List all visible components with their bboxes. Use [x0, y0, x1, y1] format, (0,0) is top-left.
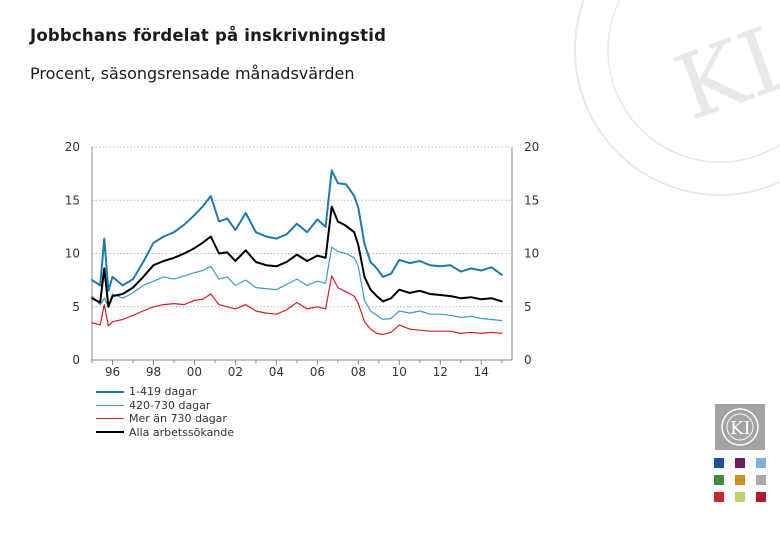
- ki-logo: KI: [715, 404, 765, 450]
- legend-swatch: [96, 390, 124, 393]
- legend-swatch: [96, 431, 124, 434]
- x-tick-label: 98: [146, 365, 161, 379]
- series-line: [91, 205, 503, 308]
- square-navy: [714, 458, 724, 468]
- legend-item: Alla arbetssökande: [96, 426, 234, 440]
- y-tick-label-right: 10: [524, 247, 539, 261]
- y-tick-label-right: 20: [524, 140, 539, 154]
- square-green: [714, 475, 724, 485]
- square-crimson: [756, 492, 766, 502]
- series-line: [91, 246, 503, 322]
- legend-item: Mer än 730 dagar: [96, 412, 234, 426]
- square-red: [714, 492, 724, 502]
- chart-series-layer: [91, 169, 503, 335]
- logo-text: KI: [730, 418, 751, 439]
- y-tick-label-right: 0: [524, 353, 532, 367]
- y-tick-label-right: 5: [524, 300, 532, 314]
- square-lightblue: [756, 458, 766, 468]
- square-purple: [735, 458, 745, 468]
- legend-label: 1-419 dagar: [129, 385, 197, 399]
- series-line: [91, 275, 503, 335]
- y-tick-label-left: 10: [65, 247, 80, 261]
- color-squares: [714, 458, 766, 502]
- legend-label: Mer än 730 dagar: [129, 412, 227, 426]
- x-tick-label: 96: [105, 365, 120, 379]
- square-lime: [735, 492, 745, 502]
- x-tick-label: 10: [392, 365, 407, 379]
- x-tick-label: 14: [474, 365, 489, 379]
- legend-item: 1-419 dagar: [96, 385, 234, 399]
- x-tick-label: 02: [228, 365, 243, 379]
- institute-watermark: KI: [574, 0, 780, 196]
- y-tick-label-left: 15: [65, 193, 80, 207]
- x-tick-label: 12: [433, 365, 448, 379]
- y-tick-label-left: 20: [65, 140, 80, 154]
- series-line: [91, 169, 503, 292]
- legend-label: Alla arbetssökande: [129, 425, 235, 439]
- legend-swatch: [96, 418, 124, 420]
- y-tick-label-left: 0: [72, 353, 80, 367]
- chart-title: Jobbchans fördelat på inskrivningstid: [30, 26, 387, 45]
- square-orange: [735, 475, 745, 485]
- x-tick-label: 00: [187, 365, 202, 379]
- legend-swatch: [96, 404, 124, 406]
- y-tick-label-left: 5: [72, 300, 80, 314]
- chart-subtitle: Procent, säsongsrensade månadsvärden: [30, 64, 355, 83]
- x-tick-label: 08: [351, 365, 366, 379]
- chart-legend: 1-419 dagar 420-730 dagar Mer än 730 dagar…: [96, 385, 234, 439]
- chart-grid: [92, 146, 512, 308]
- legend-label: 420-730 dagar: [129, 398, 211, 412]
- legend-item: 420-730 dagar: [96, 399, 234, 413]
- square-gray: [756, 475, 766, 485]
- x-tick-label: 06: [310, 365, 325, 379]
- y-tick-label-right: 15: [524, 193, 539, 207]
- x-tick-label: 04: [269, 365, 284, 379]
